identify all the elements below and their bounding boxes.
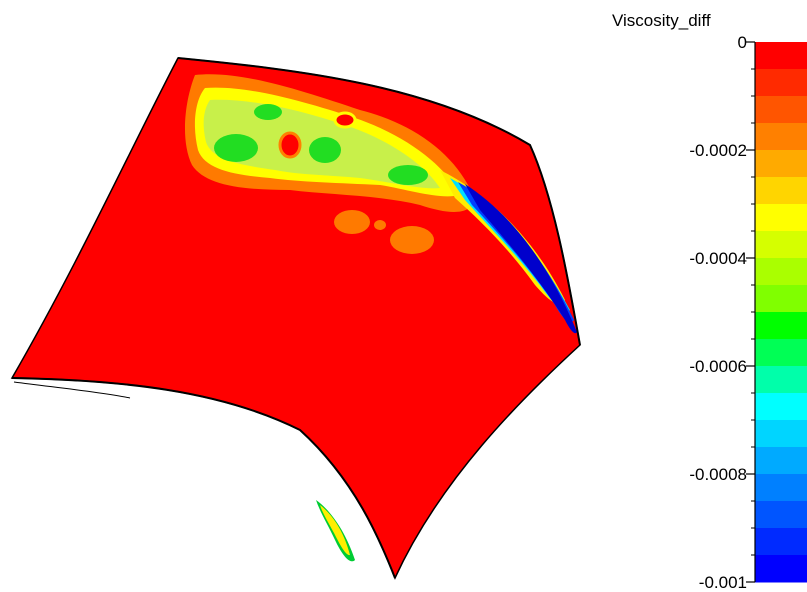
contour-green-blob-1 <box>214 134 258 162</box>
contour-green-blob-2 <box>254 104 282 120</box>
blade-bottom-edge <box>13 381 131 399</box>
legend-band <box>755 42 807 70</box>
contour-tip-darkblue <box>465 184 577 334</box>
legend-band <box>755 393 807 421</box>
legend-band <box>755 312 807 340</box>
contour-orange-spot-3 <box>374 220 386 230</box>
legend-band <box>755 366 807 394</box>
legend-tick-label: -0.0002 <box>689 141 747 160</box>
legend-minor-ticks <box>751 41 755 583</box>
contour-orange-spot-1 <box>334 210 370 234</box>
blade-surface <box>10 57 581 580</box>
legend-tick-label: -0.0004 <box>689 249 747 268</box>
contour-red-hole-2 <box>333 111 357 129</box>
legend-tick-group: 0 -0.0002 -0.0004 -0.0006 -0.0008 -0.001 <box>689 33 755 592</box>
legend-tick-label: 0 <box>738 33 747 52</box>
contour-hub-spot-yellow <box>320 505 350 556</box>
color-legend: Viscosity_diff 0 -0.0002 -0.0004 -0.0006 -0.… <box>612 11 807 592</box>
legend-band <box>755 177 807 205</box>
blade-hub-edge <box>11 377 396 579</box>
legend-band <box>755 285 807 313</box>
legend-band <box>755 501 807 529</box>
legend-tick-label: -0.001 <box>699 573 747 592</box>
legend-tick-label: -0.0008 <box>689 465 747 484</box>
legend-band <box>755 150 807 178</box>
legend-band <box>755 96 807 124</box>
legend-band <box>755 339 807 367</box>
legend-band <box>755 123 807 151</box>
legend-band <box>755 258 807 286</box>
legend-band <box>755 231 807 259</box>
legend-color-bar <box>755 42 807 583</box>
contour-red-hole-1 <box>278 131 302 159</box>
contour-green-blob-3 <box>309 137 341 163</box>
legend-band <box>755 447 807 475</box>
legend-band <box>755 69 807 97</box>
legend-band <box>755 204 807 232</box>
legend-band <box>755 474 807 502</box>
legend-tick-label: -0.0006 <box>689 357 747 376</box>
blade-shroud-edge <box>177 57 581 346</box>
legend-title: Viscosity_diff <box>612 11 711 30</box>
contour-orange-spot-2 <box>390 226 434 254</box>
contour-green-blob-4 <box>388 165 428 185</box>
legend-band <box>755 420 807 448</box>
legend-band <box>755 555 807 583</box>
legend-band <box>755 528 807 556</box>
